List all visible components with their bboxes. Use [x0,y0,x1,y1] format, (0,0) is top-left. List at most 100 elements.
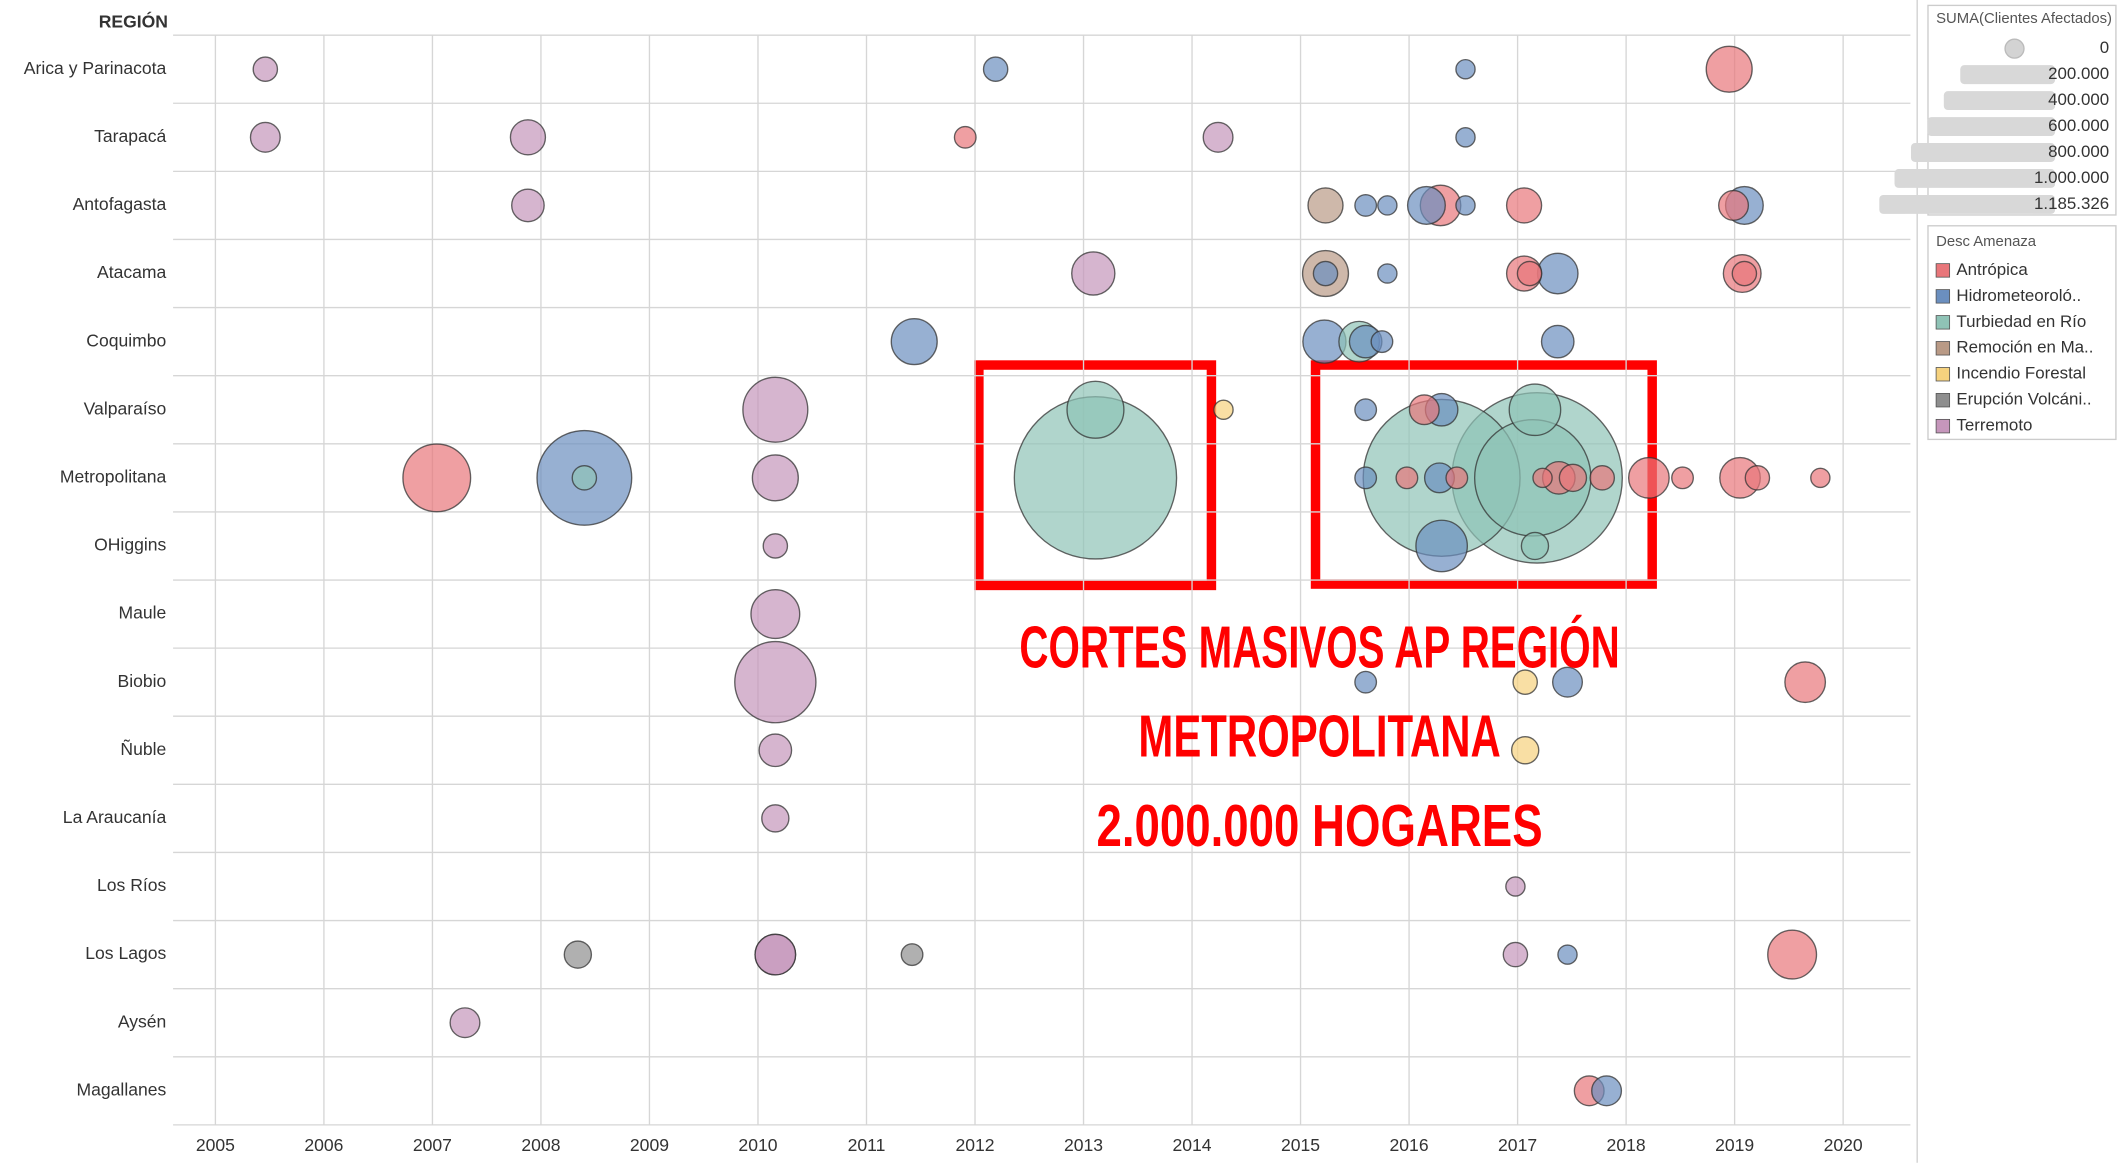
bubble [1377,195,1398,216]
bubble [1445,466,1469,490]
bubble [1066,380,1125,439]
y-tick-label: Ñuble [120,738,166,759]
bubble [402,443,472,513]
x-tick-label: 2017 [1498,1135,1537,1155]
bubble [750,589,801,640]
bubble [1455,195,1476,216]
bubble [1312,260,1339,287]
y-tick-label: Atacama [97,262,167,282]
bubble [449,1007,481,1039]
bubble [1370,330,1394,354]
y-axis-label: REGIÓN [99,11,168,32]
legend-label: Antrópica [1956,260,2028,279]
bubble [890,318,938,366]
bubble [511,188,545,223]
bubble [754,933,797,976]
legend-swatch [1935,263,1951,278]
legend-swatch [1935,393,1951,408]
x-tick-label: 2009 [630,1135,669,1155]
y-tick-label: Antofagasta [73,194,167,214]
size-legend-title: SUMA(Clientes Afectados) [1936,11,2112,27]
bubble [734,640,817,724]
bubble [1354,398,1378,422]
x-tick-label: 2014 [1173,1135,1212,1155]
bubble [1520,531,1550,561]
size-legend-mark [1910,143,2056,162]
x-tick-label: 2019 [1715,1135,1754,1155]
y-tick-label: La Araucanía [63,807,167,827]
bubble [1512,669,1538,695]
size-legend-label: 800.000 [2048,142,2109,161]
bubble [249,121,281,153]
bubble [953,125,977,149]
size-legend-mark [1943,91,2056,111]
highlight-box [974,360,1217,591]
x-tick-label: 2008 [521,1135,560,1155]
annotation: METROPOLITANA [1138,703,1500,770]
x-tick-label: 2013 [1064,1135,1103,1155]
y-tick-label: Aysén [118,1011,166,1031]
x-tick-label: 2018 [1607,1135,1646,1155]
size-legend-mark [1960,65,2056,85]
y-tick-label: Los Ríos [97,875,167,895]
x-tick-label: 2006 [304,1135,343,1155]
legend-swatch [1935,418,1951,434]
bubble [751,454,799,502]
x-tick-label: 2005 [196,1135,235,1155]
x-tick-label: 2016 [1390,1135,1429,1155]
y-tick-label: Valparaíso [84,398,167,418]
bubble [1354,670,1378,694]
size-legend-label: 200.000 [2048,64,2109,83]
size-legend-label: 400.000 [2048,90,2109,109]
size-legend-label: 1.000.000 [2034,168,2109,187]
bubble [1508,383,1562,437]
x-tick-label: 2015 [1281,1135,1320,1155]
size-legend-mark [1927,117,2056,137]
bubble [1307,187,1344,224]
legend-label: Remoción en Ma.. [1956,338,2093,357]
bubble [1536,252,1579,295]
bubble [1415,519,1469,573]
bubble [1502,941,1529,968]
size-legend-mark [1879,194,2056,214]
bubble [1505,187,1543,224]
bubble [761,804,790,833]
bubble [1510,736,1540,765]
legend-label: Hidrometeoroló.. [1956,286,2081,305]
legend-swatch [1935,289,1951,304]
y-tick-label: Los Lagos [85,943,166,963]
bubble [1377,263,1398,284]
annotation: 2.000.000 HOGARES [1097,792,1543,859]
color-legend-box [1927,225,2117,441]
bubble [1455,58,1476,80]
legend-swatch [1935,315,1951,330]
bubble [1354,466,1378,490]
bubble [1532,467,1553,489]
bubble [1705,45,1753,93]
bubble [1591,1075,1623,1107]
bubble [1558,463,1588,493]
color-legend-title: Desc Amenaza [1936,234,2037,250]
y-tick-label: Magallanes [76,1079,166,1099]
y-tick-label: Coquimbo [86,330,166,350]
bubble [1202,121,1234,153]
bubble [1551,666,1584,698]
legend-label: Turbiedad en Río [1956,312,2086,331]
bubble [1784,661,1827,704]
bubble [1395,466,1419,490]
x-tick-label: 2020 [1824,1135,1863,1155]
y-tick-label: Arica y Parinacota [24,58,167,78]
bubble [1213,399,1234,421]
bubble [1408,394,1440,426]
bubble [1810,467,1831,489]
y-tick-label: Biobio [117,671,166,691]
bubble [1071,251,1116,296]
bubble [1671,466,1694,490]
legend-label: Incendio Forestal [1956,364,2086,383]
bubble [1406,185,1446,225]
legend-label: Erupción Volcáni.. [1956,390,2091,409]
bubble [758,733,793,768]
size-legend-mark [1894,169,2056,188]
size-legend-label: 600.000 [2048,116,2109,135]
